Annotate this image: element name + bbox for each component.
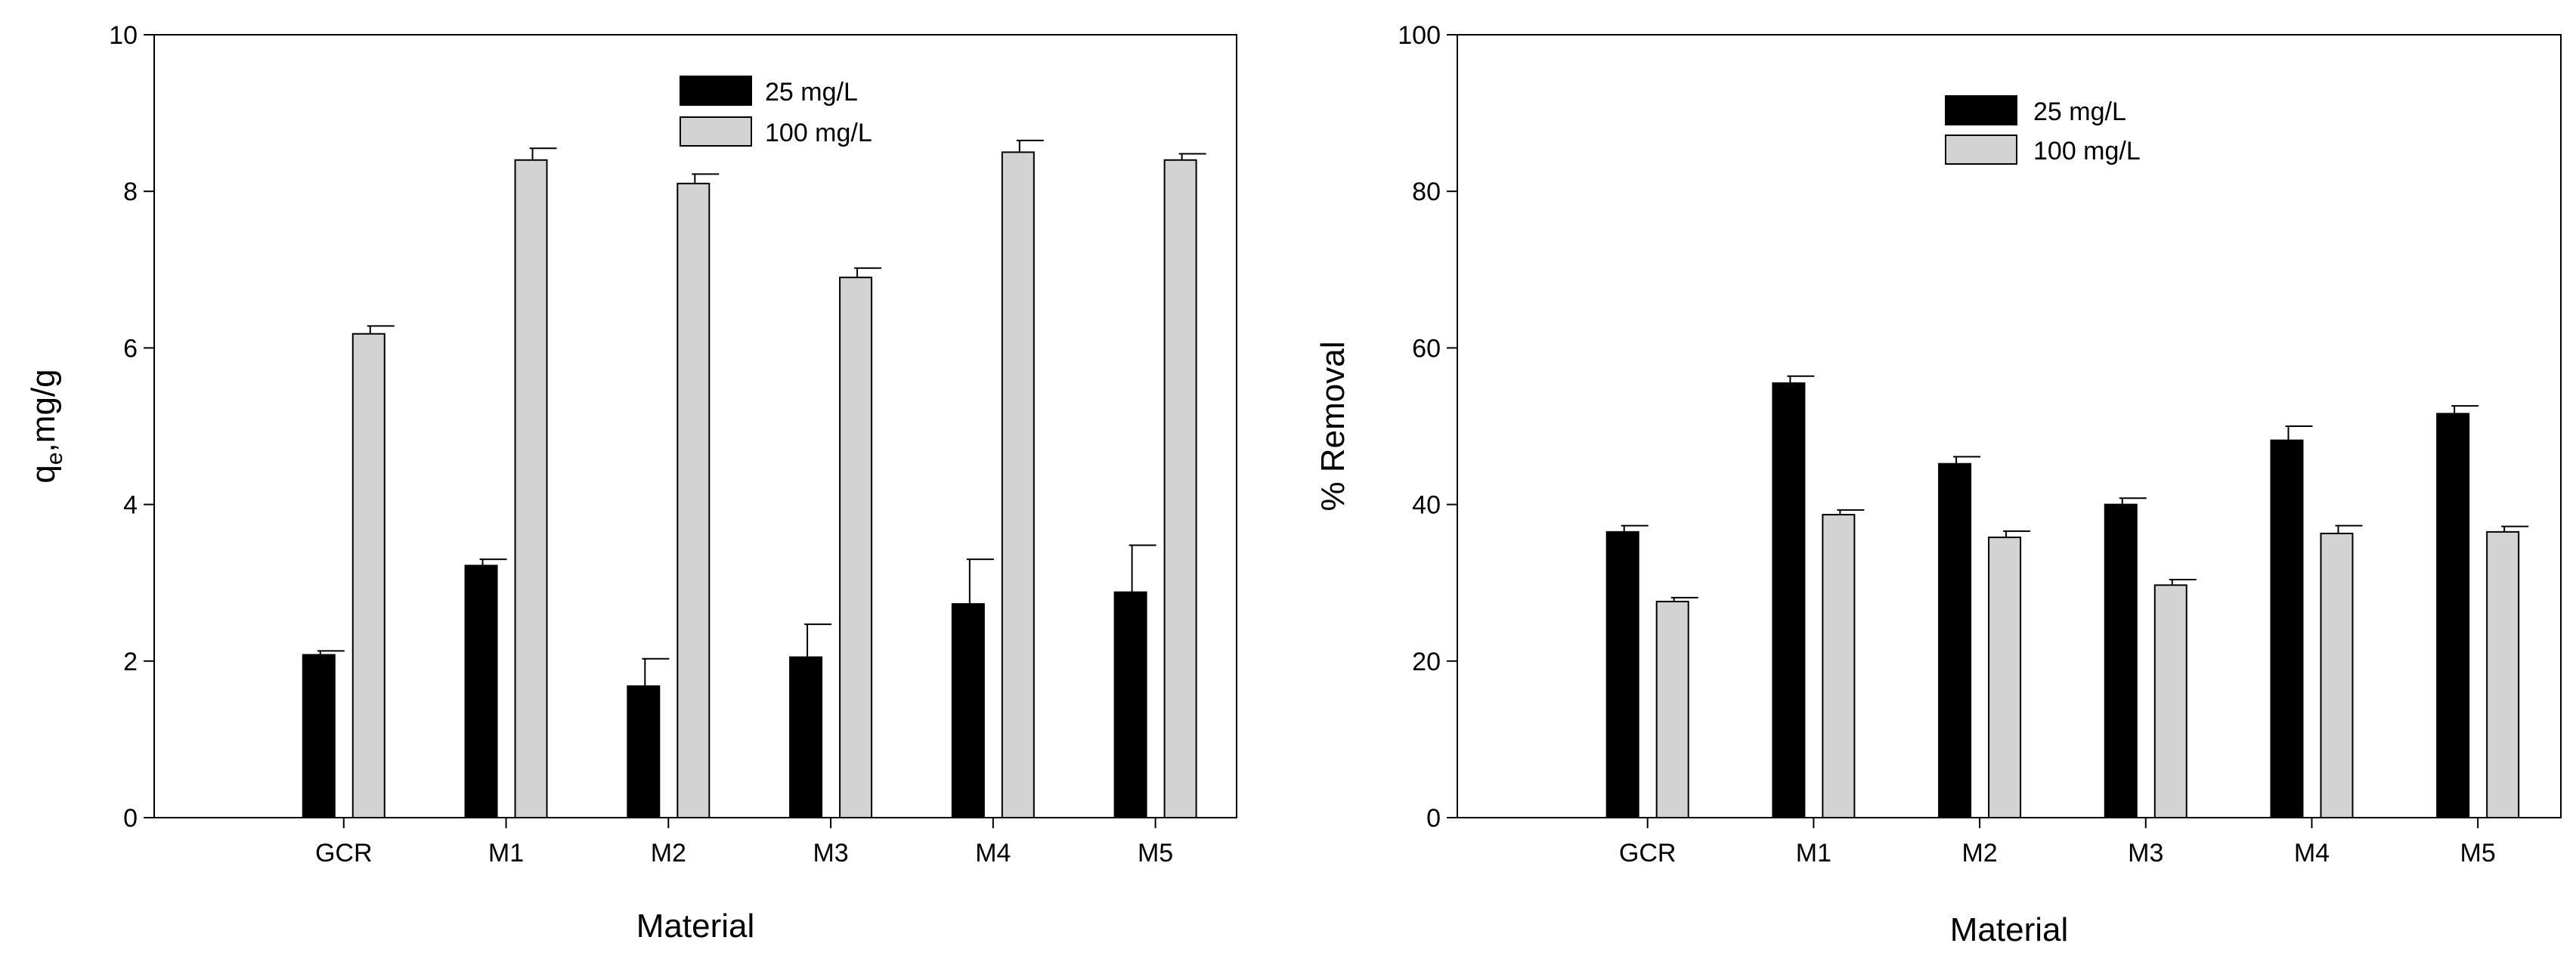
bar-25-gcr — [1605, 530, 1639, 818]
y-tick-label: 40 — [1412, 491, 1441, 520]
bars — [1605, 375, 2529, 819]
x-tick-label: M3 — [2128, 839, 2163, 868]
bar-100-m2 — [1988, 537, 2022, 818]
bar-100-m1 — [1822, 514, 1856, 818]
y-tick-label: 4 — [123, 491, 138, 520]
bar-25-m1 — [1772, 382, 1806, 818]
y-axis-title: % Removal — [1314, 342, 1351, 512]
bar-100-m2 — [677, 182, 711, 818]
x-axis-title: Material — [1950, 911, 2069, 948]
x-tick-label: M4 — [975, 839, 1011, 868]
legend: 25 mg/L 100 mg/L — [680, 76, 872, 147]
x-tick-label: M2 — [651, 839, 686, 868]
legend: 25 mg/L 100 mg/L — [1945, 95, 2141, 165]
bar-100-gcr — [351, 332, 385, 818]
bar-100-m4 — [1001, 151, 1035, 818]
x-tick-label: M3 — [813, 839, 848, 868]
qe-chart: 0 2 4 6 8 10 GCR M1 M2 M3 M4 M5 Material qe,mg/g 2… — [25, 21, 1237, 945]
legend-label-100: 100 mg/L — [765, 119, 872, 147]
x-tick-label: GCR — [315, 839, 373, 868]
y-tick-label: 10 — [109, 21, 138, 50]
y-tick-label: 20 — [1412, 648, 1441, 676]
x-axis-ticks: GCR M1 M2 M3 M4 M5 — [315, 818, 1173, 868]
y-tick-label: 60 — [1412, 334, 1441, 363]
bar-25-m3 — [2104, 503, 2138, 818]
bar-25-m2 — [627, 685, 661, 819]
y-axis-ticks: 0 2 4 6 8 10 — [109, 21, 154, 833]
x-tick-label: M5 — [1138, 839, 1173, 868]
bar-100-m3 — [839, 277, 873, 819]
bar-25-m4 — [2270, 439, 2304, 818]
bar-100-m1 — [514, 159, 548, 818]
legend-label-100: 100 mg/L — [2033, 137, 2141, 165]
bar-25-m4 — [951, 603, 985, 818]
y-tick-label: 0 — [1426, 804, 1441, 833]
bar-100-m3 — [2153, 584, 2187, 818]
legend-label-25: 25 mg/L — [2033, 97, 2126, 126]
bar-100-m5 — [1163, 159, 1197, 818]
y-axis-title-q: q — [25, 465, 62, 483]
x-axis-title: Material — [636, 908, 755, 945]
bar-100-gcr — [1655, 601, 1689, 819]
x-tick-label: GCR — [1619, 839, 1677, 868]
y-axis-title-subscript: e — [42, 452, 67, 465]
y-axis-ticks: 0 20 40 60 80 100 — [1398, 21, 1457, 833]
bar-25-m5 — [2436, 413, 2470, 818]
bar-25-m1 — [464, 564, 498, 819]
x-tick-label: M4 — [2294, 839, 2330, 868]
y-axis-title: qe,mg/g — [25, 369, 67, 483]
legend-label-25: 25 mg/L — [765, 78, 858, 107]
bar-25-gcr — [302, 654, 336, 819]
y-tick-label: 6 — [123, 334, 138, 363]
x-axis-ticks: GCR M1 M2 M3 M4 M5 — [1619, 818, 2496, 868]
removal-chart: 0 20 40 60 80 100 GCR M1 M2 M3 M4 M5 Material % Re… — [1314, 21, 2562, 948]
y-tick-label: 8 — [123, 178, 138, 206]
legend-swatch-100 — [1945, 135, 2017, 165]
bar-25-m3 — [789, 656, 823, 818]
y-axis-title-unit: ,mg/g — [25, 369, 62, 452]
x-tick-label: M1 — [488, 839, 524, 868]
y-tick-label: 2 — [123, 648, 138, 676]
x-tick-label: M5 — [2460, 839, 2496, 868]
legend-swatch-25 — [1945, 95, 2017, 125]
y-tick-label: 80 — [1412, 178, 1441, 206]
bars — [302, 139, 1206, 819]
x-tick-label: M2 — [1961, 839, 1997, 868]
bar-100-m5 — [2486, 530, 2520, 818]
legend-swatch-100 — [680, 116, 752, 147]
y-tick-label: 100 — [1398, 21, 1441, 50]
legend-swatch-25 — [680, 76, 752, 106]
bar-25-m5 — [1113, 591, 1147, 819]
y-tick-label: 0 — [123, 804, 138, 833]
x-tick-label: M1 — [1796, 839, 1831, 868]
bar-100-m4 — [2320, 532, 2354, 818]
bar-25-m2 — [1938, 462, 1972, 819]
